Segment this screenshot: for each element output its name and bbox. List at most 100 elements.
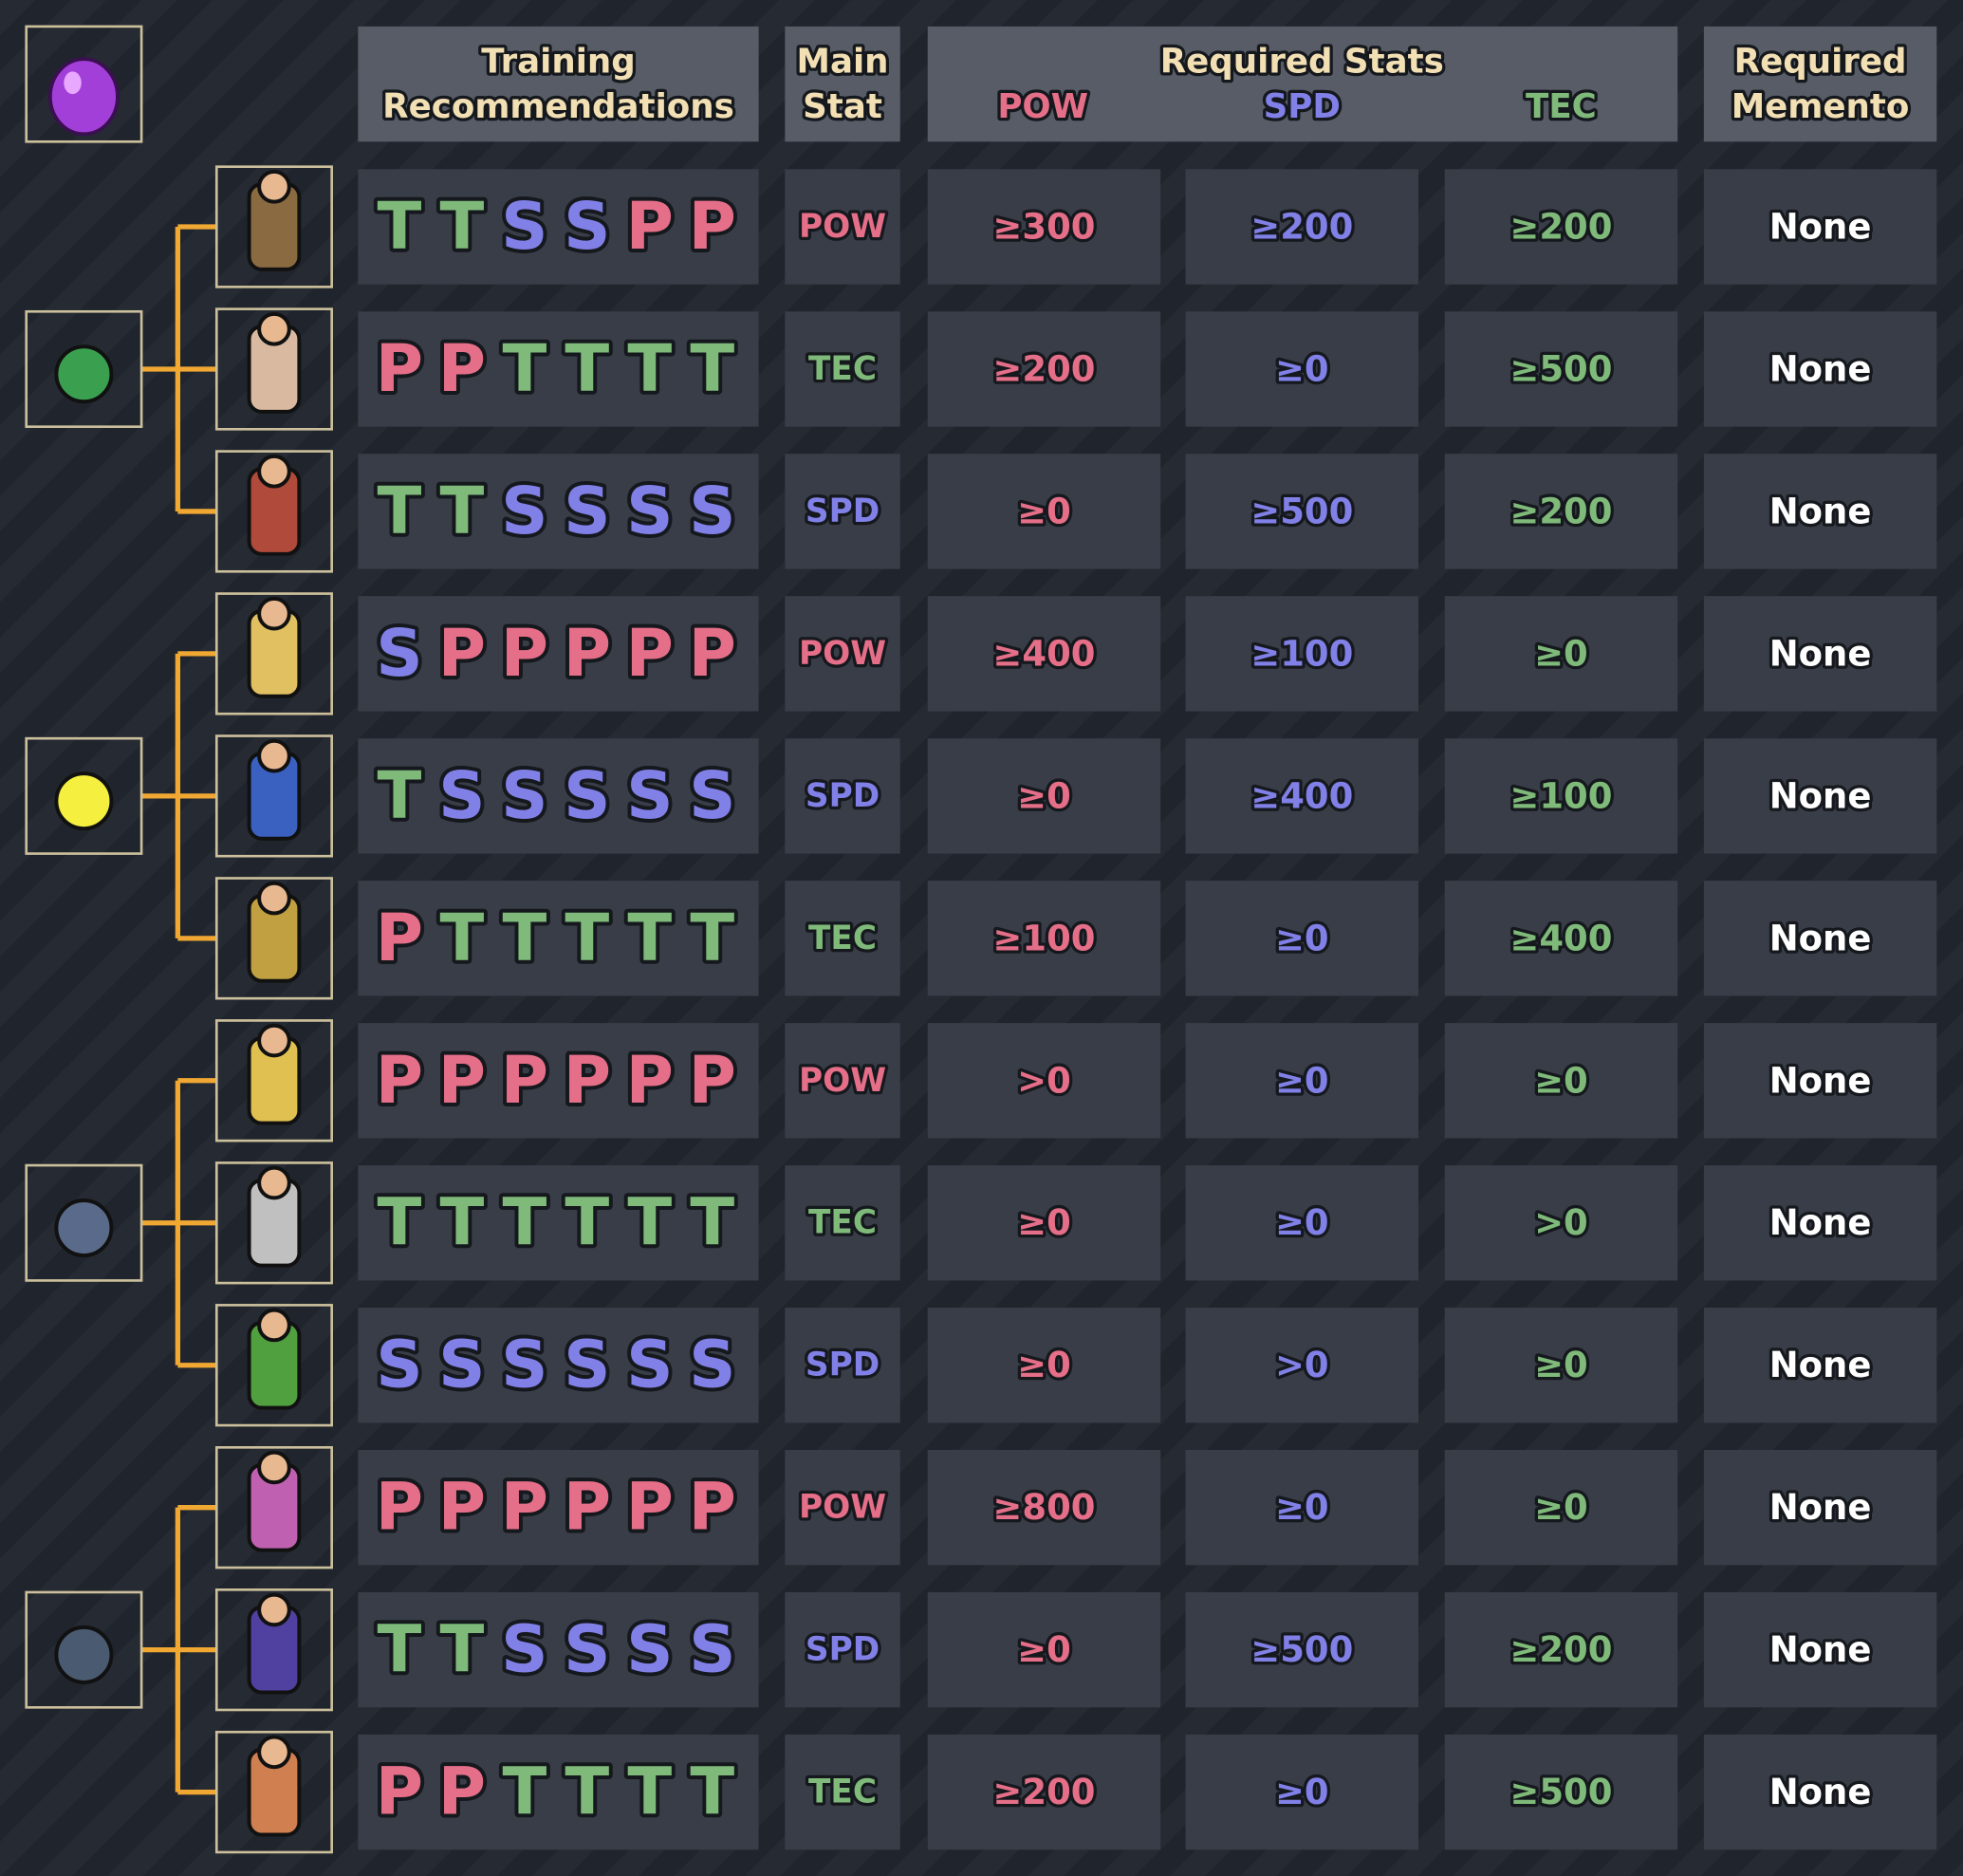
spd-requirement: ≥0 xyxy=(1275,1060,1329,1101)
main-stat-cell xyxy=(785,1308,900,1423)
training-letter: P xyxy=(438,1043,486,1119)
tec-requirement: ≥200 xyxy=(1509,1629,1612,1670)
training-letter: S xyxy=(564,758,610,834)
main-stat: TEC xyxy=(808,1774,877,1811)
training-letter: S xyxy=(438,1328,485,1403)
pow-cell xyxy=(927,1023,1161,1139)
header-text: Recommendations xyxy=(382,87,734,126)
header: Training Recommendations Main Stat Requi… xyxy=(358,26,1937,142)
memento-cell xyxy=(1703,596,1937,712)
training-letter: P xyxy=(376,1043,423,1119)
training-cell xyxy=(358,1734,759,1850)
training-letter: T xyxy=(439,474,484,549)
spd-cell xyxy=(1185,169,1419,285)
training-letter: P xyxy=(376,1755,423,1830)
training-letter: S xyxy=(689,758,735,834)
training-letter: S xyxy=(501,474,547,549)
spd-cell xyxy=(1185,311,1419,427)
training-letter: T xyxy=(439,1612,484,1688)
pow-requirement: ≥200 xyxy=(992,348,1095,389)
training-letter: T xyxy=(690,901,734,976)
memento: None xyxy=(1769,1202,1872,1243)
training-letter: P xyxy=(689,189,736,265)
training-letter: T xyxy=(378,1612,422,1688)
training-letter: S xyxy=(501,189,547,265)
tec-cell xyxy=(1444,881,1678,996)
icon-frame xyxy=(25,1163,143,1282)
training-letter: S xyxy=(376,1328,422,1403)
header-text: Required xyxy=(1734,42,1907,81)
tec-requirement: ≥500 xyxy=(1509,1772,1612,1812)
training-letter: P xyxy=(626,189,674,265)
portrait-frame xyxy=(214,1304,333,1427)
training-letter: T xyxy=(378,1185,422,1261)
spd-cell xyxy=(1185,881,1419,996)
spd-requirement: ≥500 xyxy=(1250,1629,1353,1670)
tec-cell xyxy=(1444,1591,1678,1708)
spd-cell xyxy=(1185,1449,1419,1566)
tec-requirement: ≥0 xyxy=(1534,633,1588,674)
portrait-frame xyxy=(214,165,333,288)
egg-icon xyxy=(25,25,143,143)
memento: None xyxy=(1769,918,1872,958)
spd-cell xyxy=(1185,738,1419,854)
portrait-frame xyxy=(214,307,333,431)
header-text: Required Stats xyxy=(1160,42,1444,81)
main-stat: TEC xyxy=(808,919,877,957)
training-letter: P xyxy=(438,1470,486,1546)
spd-requirement: ≥0 xyxy=(1275,1487,1329,1528)
spd-cell xyxy=(1185,1165,1419,1281)
training-letter: T xyxy=(627,331,672,407)
training-letter: P xyxy=(689,616,736,692)
tec-requirement: ≥500 xyxy=(1509,348,1612,389)
training-cell xyxy=(358,1591,759,1708)
portrait-head xyxy=(257,596,291,631)
training-letter: S xyxy=(564,189,610,265)
memento: None xyxy=(1769,1060,1872,1101)
icon-frame xyxy=(25,309,143,428)
spd-requirement: ≥0 xyxy=(1275,1202,1329,1243)
portrait-frame xyxy=(214,592,333,715)
memento: None xyxy=(1769,1345,1872,1385)
spd-cell xyxy=(1185,1023,1419,1139)
portrait-frame xyxy=(214,450,333,573)
main-stat: SPD xyxy=(806,1631,880,1669)
header-text: Training xyxy=(481,42,636,81)
training-letter: P xyxy=(501,1470,548,1546)
header-text: TEC xyxy=(1526,87,1597,126)
training-letter: T xyxy=(502,1755,546,1830)
spd-requirement: >0 xyxy=(1275,1345,1329,1385)
tec-cell xyxy=(1444,454,1678,569)
pow-cell xyxy=(927,1165,1161,1281)
tec-requirement: ≥400 xyxy=(1509,918,1612,958)
training-letter: S xyxy=(626,758,673,834)
pow-requirement: ≥200 xyxy=(992,1772,1095,1812)
memento: None xyxy=(1769,1629,1872,1670)
portrait-head xyxy=(257,738,291,773)
memento-cell xyxy=(1703,1734,1937,1850)
main-stat-cell xyxy=(785,1165,900,1281)
spd-requirement: ≥0 xyxy=(1275,1772,1329,1812)
tec-cell xyxy=(1444,1449,1678,1566)
portrait-head xyxy=(257,1165,291,1200)
memento-cell xyxy=(1703,1591,1937,1708)
pow-requirement: ≥800 xyxy=(992,1487,1095,1528)
training-letter: T xyxy=(439,901,484,976)
training-cell xyxy=(358,311,759,427)
portrait-frame xyxy=(214,1446,333,1570)
training-cell xyxy=(358,1308,759,1423)
training-letter: P xyxy=(376,331,423,407)
pow-cell xyxy=(927,169,1161,285)
memento: None xyxy=(1769,1772,1872,1812)
portrait-frame xyxy=(214,734,333,858)
pow-requirement: ≥0 xyxy=(1017,775,1071,816)
main-stat-cell xyxy=(785,311,900,427)
main-stat-cell xyxy=(785,1023,900,1139)
main-stat-cell xyxy=(785,881,900,996)
training-letter: T xyxy=(690,1755,734,1830)
main-stat: POW xyxy=(799,635,886,673)
training-cell xyxy=(358,1449,759,1566)
training-letter: T xyxy=(565,331,609,407)
group-icon xyxy=(54,1198,114,1258)
portrait-frame xyxy=(214,1161,333,1285)
